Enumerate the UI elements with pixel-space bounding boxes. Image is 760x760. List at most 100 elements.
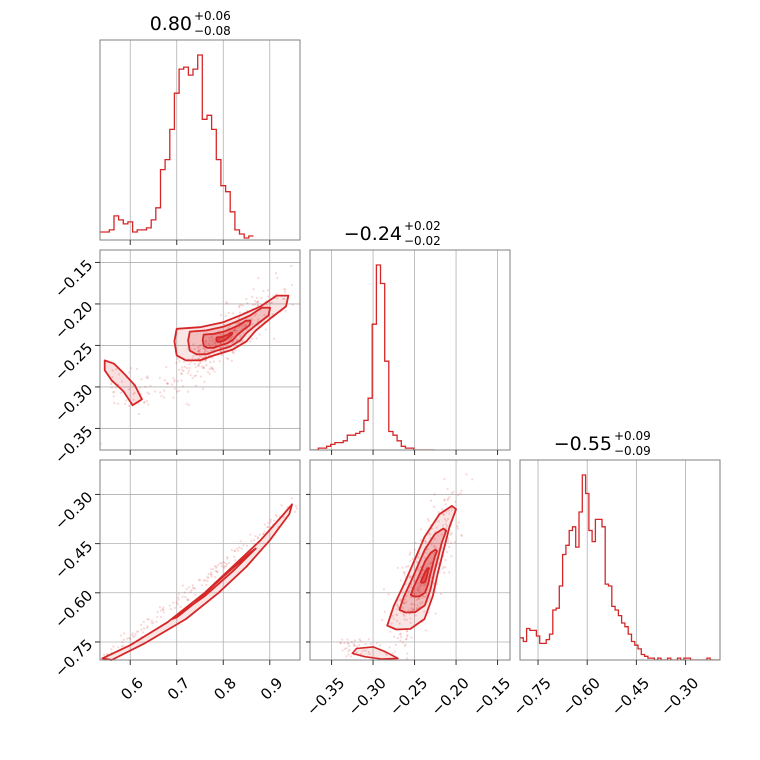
sample-point: [275, 515, 278, 518]
sample-point: [364, 649, 367, 652]
y-tick-label: −0.45: [51, 537, 96, 582]
sample-point: [422, 594, 425, 598]
sample-point: [419, 539, 423, 542]
sample-point: [403, 614, 406, 618]
sample-point: [197, 364, 200, 367]
sample-point: [123, 632, 126, 635]
sample-point: [345, 647, 348, 650]
sample-point: [261, 532, 265, 535]
sample-point: [202, 347, 205, 350]
sample-point: [424, 595, 427, 599]
sample-point: [415, 607, 418, 610]
sample-point: [213, 576, 217, 579]
sample-point: [428, 533, 432, 536]
sample-point: [245, 298, 248, 301]
sample-point: [210, 349, 213, 352]
sample-point: [220, 345, 223, 349]
sample-point: [218, 360, 221, 363]
sample-point: [146, 375, 149, 378]
sample-point: [426, 548, 429, 551]
sample-point: [453, 540, 457, 544]
sample-point: [211, 343, 214, 346]
sample-point: [415, 598, 418, 602]
sample-point: [402, 612, 405, 615]
sample-point: [199, 343, 202, 347]
sample-point: [240, 334, 243, 337]
sample-point: [222, 333, 225, 336]
sample-point: [142, 620, 145, 624]
sample-point: [343, 647, 347, 650]
sample-point: [410, 636, 413, 639]
sample-point: [428, 562, 431, 565]
sample-point: [444, 566, 447, 569]
sample-point: [117, 646, 120, 649]
frame-layer: [99, 39, 721, 661]
sample-point: [232, 329, 236, 332]
sample-point: [219, 346, 222, 349]
sample-point: [224, 562, 227, 565]
sample-point: [411, 607, 414, 610]
sample-point: [169, 608, 172, 611]
sample-point: [210, 571, 213, 574]
sample-point: [471, 478, 474, 481]
sample-point: [126, 637, 129, 640]
sample-point: [426, 517, 430, 521]
sample-point: [456, 527, 460, 530]
sample-point: [417, 582, 420, 585]
sample-point: [196, 346, 199, 349]
sample-point: [144, 385, 147, 388]
sample-point: [148, 392, 151, 395]
sample-point: [138, 386, 142, 389]
sample-point: [185, 366, 189, 370]
sample-point: [257, 276, 260, 280]
x-tick-label: −0.75: [510, 674, 555, 719]
sample-point: [424, 629, 428, 632]
sample-point: [257, 304, 260, 307]
sample-point: [230, 359, 233, 362]
sample-point: [225, 562, 229, 566]
sample-point: [267, 525, 270, 529]
panel-frame-2-1: [309, 459, 511, 661]
sample-point: [179, 605, 182, 609]
sample-point: [392, 675, 394, 677]
sample-point: [416, 560, 419, 564]
contour-core: [215, 331, 234, 343]
sample-point: [202, 366, 205, 370]
sample-point: [210, 366, 213, 369]
sample-point: [223, 566, 226, 569]
sample-point: [406, 652, 409, 655]
sample-point: [282, 297, 285, 301]
sample-point: [176, 596, 180, 599]
panel-grid-2-1: [310, 460, 510, 660]
sample-point: [162, 389, 166, 392]
sample-point: [207, 573, 210, 576]
sample-point: [206, 371, 210, 374]
sample-point: [234, 559, 237, 562]
sample-point: [235, 339, 239, 342]
sample-point: [251, 295, 254, 298]
histogram-2: [520, 474, 720, 660]
sample-point: [416, 588, 419, 592]
sample-point: [204, 349, 207, 352]
sample-point: [207, 343, 210, 346]
sample-point: [208, 372, 211, 376]
sample-point: [225, 357, 229, 360]
sample-point: [212, 348, 216, 351]
sample-point: [414, 541, 417, 545]
sample-point: [274, 272, 278, 275]
sample-point: [190, 588, 193, 592]
sample-point: [150, 621, 153, 624]
sample-point: [143, 401, 146, 404]
sample-point: [260, 297, 263, 300]
x-tick-label: −0.35: [303, 674, 348, 719]
sample-point: [213, 341, 216, 344]
sample-point: [163, 379, 167, 382]
sample-point: [434, 530, 437, 533]
sample-point: [409, 596, 413, 599]
sample-point: [417, 589, 420, 592]
sample-point: [233, 549, 236, 552]
sample-point: [397, 606, 400, 610]
sample-point: [237, 322, 240, 325]
sample-point: [234, 330, 237, 333]
sample-point: [186, 390, 189, 393]
